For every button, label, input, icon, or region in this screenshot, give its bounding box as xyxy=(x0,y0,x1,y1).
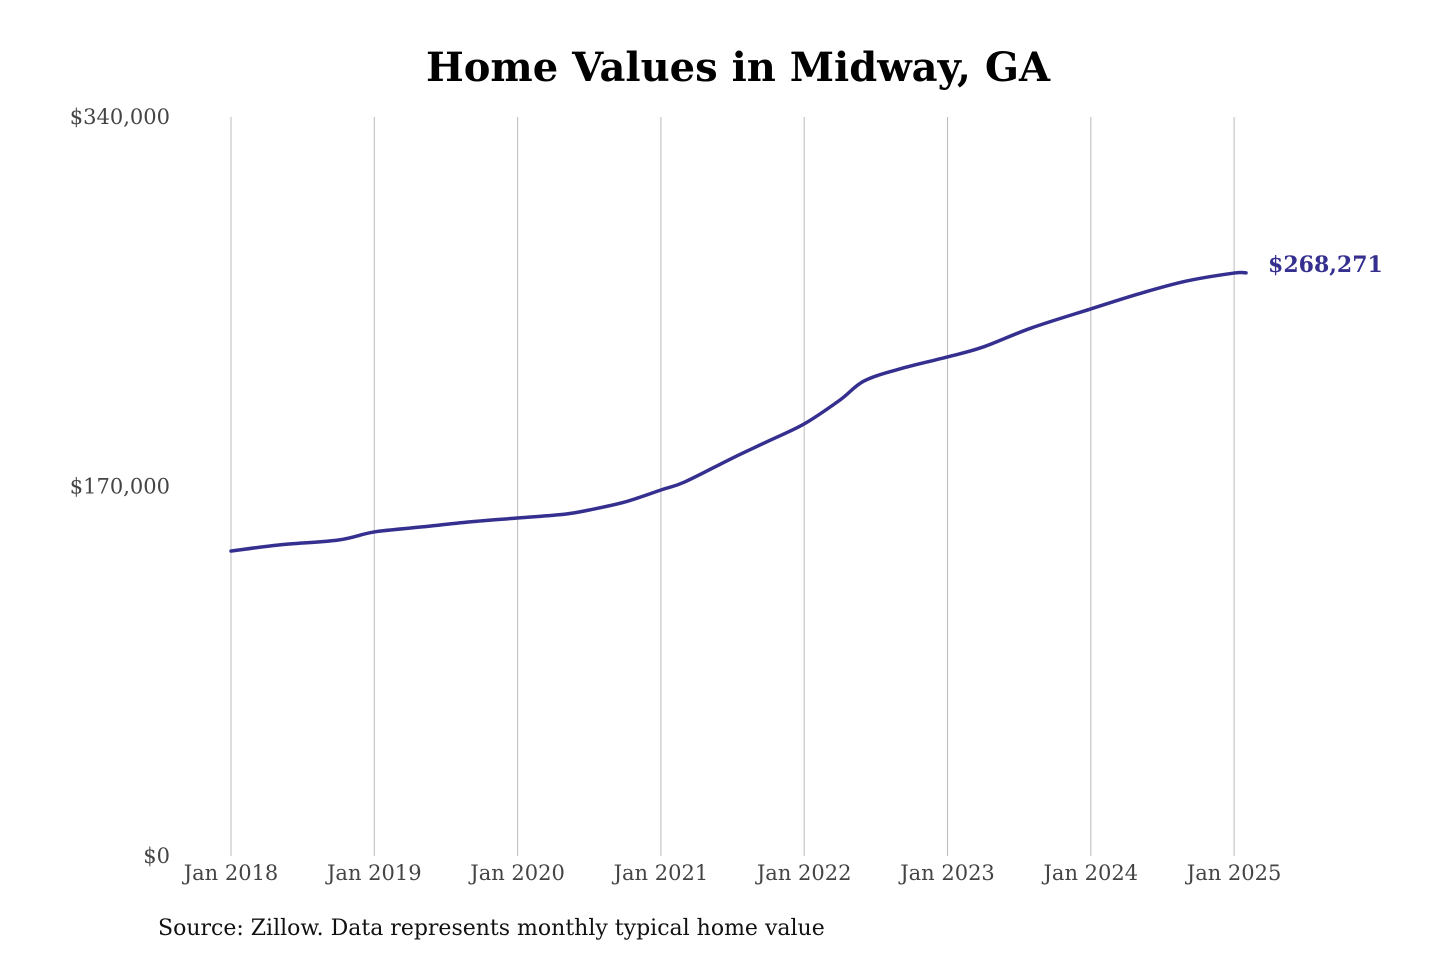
x-tick-label: Jan 2021 xyxy=(612,861,709,885)
y-tick-label: $340,000 xyxy=(70,105,170,129)
x-tick-label: Jan 2020 xyxy=(468,861,565,885)
x-tick-label: Jan 2024 xyxy=(1042,861,1139,885)
x-tick-label: Jan 2025 xyxy=(1185,861,1282,885)
y-tick-label: $170,000 xyxy=(70,475,170,499)
y-tick-label: $0 xyxy=(143,844,170,868)
x-tick-label: Jan 2019 xyxy=(325,861,422,885)
source-note: Source: Zillow. Data represents monthly … xyxy=(158,916,825,941)
series-line xyxy=(229,270,1248,553)
x-tick-label: Jan 2023 xyxy=(898,861,995,885)
x-tick-label: Jan 2018 xyxy=(182,861,279,885)
end-value-label: $268,271 xyxy=(1268,252,1383,278)
chart-title: Home Values in Midway, GA xyxy=(425,44,1051,91)
x-tick-label: Jan 2022 xyxy=(755,861,852,885)
